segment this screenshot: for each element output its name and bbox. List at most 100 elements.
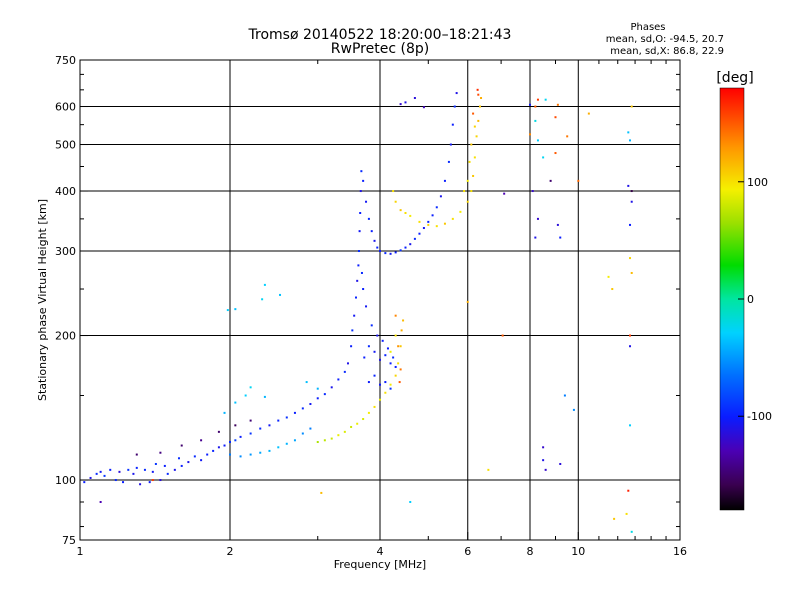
data-point <box>268 424 271 427</box>
data-point <box>629 334 632 337</box>
data-point <box>223 444 226 447</box>
data-point <box>151 470 154 473</box>
data-point <box>536 139 539 142</box>
data-point <box>370 324 373 327</box>
y-tick-label: 500 <box>55 139 76 152</box>
data-point <box>376 334 379 337</box>
data-point <box>95 472 98 475</box>
x-tick-label: 8 <box>527 545 534 558</box>
data-point <box>435 225 438 228</box>
data-point <box>316 387 319 390</box>
data-point <box>472 174 475 177</box>
data-point <box>360 271 363 274</box>
data-point <box>206 453 209 456</box>
data-point <box>422 106 425 109</box>
data-point <box>301 407 304 410</box>
data-point <box>384 252 387 255</box>
data-point <box>343 430 346 433</box>
data-point <box>367 345 370 348</box>
data-point <box>544 98 547 101</box>
data-point <box>556 103 559 106</box>
data-point <box>386 347 389 350</box>
data-point <box>435 206 438 209</box>
data-point <box>629 139 632 142</box>
data-point <box>566 135 569 138</box>
data-point <box>394 365 397 368</box>
y-tick-label: 75 <box>62 534 76 547</box>
data-point <box>159 451 162 454</box>
data-point <box>373 350 376 353</box>
data-point <box>356 422 359 425</box>
data-point <box>627 489 630 492</box>
data-point <box>359 212 362 215</box>
data-point <box>629 424 632 427</box>
data-point <box>148 481 151 484</box>
data-point <box>277 446 280 449</box>
data-point <box>534 119 537 122</box>
data-point <box>400 329 403 332</box>
stats-line-x: mean, sd,X: 86.8, 22.9 <box>610 46 724 57</box>
data-point <box>470 190 473 193</box>
data-point <box>379 358 381 361</box>
data-point <box>367 381 370 384</box>
data-point <box>293 439 296 442</box>
data-point <box>316 441 319 444</box>
data-point <box>263 283 266 286</box>
data-point <box>323 393 326 396</box>
data-point <box>501 334 504 337</box>
y-axis-label: Stationary phase Virtual Height [km] <box>36 199 49 401</box>
data-point <box>229 441 231 444</box>
y-tick-label: 100 <box>55 474 76 487</box>
y-tick-label: 600 <box>55 101 76 114</box>
data-point <box>351 329 354 332</box>
data-point <box>259 451 262 454</box>
data-point <box>379 398 381 401</box>
data-point <box>353 314 356 317</box>
data-point <box>362 418 365 421</box>
data-point <box>529 133 531 136</box>
data-point <box>397 362 400 365</box>
data-point <box>459 210 462 213</box>
data-point <box>542 459 545 462</box>
data-point <box>163 464 166 467</box>
colorbar-tick-label: 0 <box>747 293 754 306</box>
data-point <box>451 217 454 220</box>
data-point <box>259 427 262 430</box>
data-point <box>534 105 537 108</box>
data-point <box>394 200 397 203</box>
y-tick-label: 200 <box>55 330 76 343</box>
data-point <box>122 481 125 484</box>
data-point <box>630 530 633 533</box>
data-point <box>607 275 610 278</box>
data-point <box>354 296 357 299</box>
data-point <box>229 453 231 456</box>
data-point <box>337 378 340 381</box>
data-point <box>394 251 397 254</box>
data-point <box>531 190 534 193</box>
data-point <box>373 239 376 242</box>
data-point <box>389 350 392 353</box>
data-point <box>132 472 135 475</box>
data-point <box>285 442 288 445</box>
data-point <box>536 98 539 101</box>
data-point <box>477 119 480 122</box>
data-point <box>356 279 359 282</box>
data-point <box>249 419 252 422</box>
data-point <box>556 223 559 226</box>
data-point <box>389 252 392 255</box>
chart-subtitle: RwPretec (8p) <box>331 41 429 57</box>
data-point <box>239 455 242 458</box>
colorbar-tick-label: -100 <box>747 410 772 423</box>
data-point <box>443 179 446 182</box>
data-point <box>394 334 397 337</box>
data-point <box>261 298 264 301</box>
data-point <box>611 288 614 291</box>
data-point <box>466 300 469 303</box>
data-point <box>613 517 616 520</box>
data-point <box>477 93 480 96</box>
data-point <box>103 474 106 477</box>
data-point <box>536 217 539 220</box>
data-point <box>373 374 376 377</box>
data-point <box>404 101 407 104</box>
data-point <box>363 356 366 359</box>
